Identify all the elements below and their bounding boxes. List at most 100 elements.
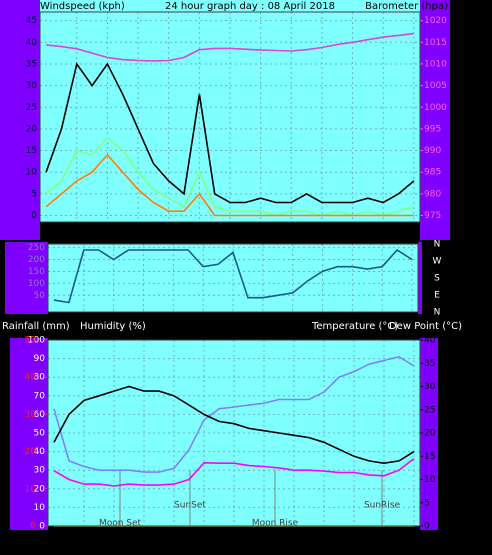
x-tick-label: 01 — [288, 537, 299, 547]
x-tick-label: 11 — [71, 230, 82, 240]
y-tick-label: 0 — [31, 211, 37, 221]
left-strip — [10, 338, 48, 530]
y-tick-label: 20 — [26, 124, 38, 134]
series-line — [45, 62, 415, 204]
x-tick-label: 09 — [408, 537, 420, 547]
y3-tick-label: 0 — [30, 522, 36, 532]
y-tick-label: 30 — [34, 466, 46, 476]
annotation: Moon Rise — [252, 519, 299, 529]
annotation: SunSet — [174, 501, 206, 511]
direction-label: N — [434, 240, 441, 250]
y-tick-label: 5 — [31, 189, 37, 199]
y3-tick-label: 20 — [25, 447, 37, 457]
x-tick-label: 03 — [318, 537, 329, 547]
y2-tick-label: 985 — [424, 168, 441, 178]
y-tick-label: 250 — [28, 243, 45, 253]
y-tick-label: 90 — [34, 354, 46, 364]
y2-tick-label: 1020 — [424, 16, 447, 26]
y3-tick-label: 10 — [25, 484, 37, 494]
plot-border — [39, 11, 421, 223]
x-tick-label: 23 — [255, 230, 266, 240]
y-tick-label: 40 — [34, 447, 46, 457]
x-tick-label: 03 — [316, 230, 327, 240]
y2-tick-label: 25 — [424, 405, 435, 415]
y2-tick-label: 1015 — [424, 38, 447, 48]
series-line — [45, 153, 414, 217]
annotation: SunRise — [364, 501, 401, 511]
y2-tick-label: 20 — [424, 429, 436, 439]
x-tick-label: 19 — [198, 537, 210, 547]
y-axis-label: Windspeed (kph) — [40, 1, 125, 12]
y-tick-label: 50 — [34, 291, 46, 301]
annotation: Moon Set — [99, 519, 142, 529]
y-tick-label: 70 — [34, 391, 46, 401]
chart-title: 24 hour graph day : 08 April 2018 — [165, 1, 335, 12]
y-tick-label: 45 — [26, 16, 37, 26]
direction-label: W — [433, 257, 442, 267]
y2-tick-label: 10 — [424, 475, 436, 485]
y-tick-label: 15 — [26, 146, 37, 156]
x-tick-label: 09 — [408, 230, 420, 240]
direction-label: S — [434, 274, 440, 284]
right-strip — [418, 242, 422, 314]
y2-tick-label: 1005 — [424, 81, 447, 91]
y2-tick-label: 35 — [424, 359, 435, 369]
x-tick-label: 13 — [102, 230, 113, 240]
plot-border — [47, 339, 421, 527]
direction-label: N — [434, 308, 441, 318]
y3-tick-label: 30 — [25, 410, 37, 420]
y2-tick-label: 30 — [424, 382, 436, 392]
x-tick-label: 15 — [138, 537, 149, 547]
header-band — [40, 0, 420, 12]
x-tick-label: 07 — [378, 537, 389, 547]
y-tick-label: 100 — [28, 336, 45, 346]
x-tick-label: 11 — [78, 537, 89, 547]
y2-tick-label: 980 — [424, 189, 441, 199]
x-tick-label: 21 — [224, 230, 235, 240]
y2-axis-label: Temperature (°C) — [311, 321, 398, 332]
series-line — [53, 385, 415, 465]
x-tick-label: 01 — [286, 230, 297, 240]
x-tick-label: 21 — [228, 537, 239, 547]
right-strip — [420, 338, 438, 530]
x-tick-label: 13 — [108, 537, 119, 547]
x-tick-label: 15 — [132, 230, 143, 240]
direction-label: E — [434, 291, 440, 301]
y-tick-label: 10 — [26, 168, 38, 178]
y3-tick-label: 50 — [25, 336, 37, 346]
y2-tick-label: 15 — [424, 452, 435, 462]
y-tick-label: 20 — [34, 484, 46, 494]
left-strip — [5, 242, 48, 314]
y-tick-label: 0 — [39, 522, 45, 532]
y-tick-label: 150 — [28, 267, 45, 277]
series-line — [53, 457, 415, 487]
y2-tick-label: 995 — [424, 124, 441, 134]
x-tick-label: 23 — [258, 537, 269, 547]
y-tick-label: 200 — [28, 255, 45, 265]
plot-border — [47, 243, 419, 313]
y2-tick-label: 5 — [424, 498, 430, 508]
y-tick-label: 50 — [34, 429, 46, 439]
x-tick-label: 17 — [163, 230, 174, 240]
y-tick-label: 30 — [26, 81, 38, 91]
y-tick-label: 35 — [26, 59, 37, 69]
right-strip — [420, 0, 450, 240]
y2-tick-label: 975 — [424, 211, 441, 221]
y-tick-label: 100 — [28, 279, 45, 289]
x-tick-label: 19 — [194, 230, 206, 240]
x-tick-label: 07 — [377, 230, 388, 240]
y2-axis-label: Barometer (hpa) — [365, 1, 448, 12]
y2-tick-label: 1010 — [424, 59, 447, 69]
series-line — [53, 248, 413, 304]
y-axis-label: Humidity (%) — [80, 321, 146, 332]
y-tick-label: 10 — [34, 503, 46, 513]
y-tick-label: 25 — [26, 103, 37, 113]
y2-tick-label: 40 — [424, 336, 436, 346]
y3-tick-label: 40 — [25, 373, 37, 383]
series-line — [46, 32, 414, 62]
y2-axis-label: Dew Point (°C) — [389, 321, 462, 332]
y-tick-label: 60 — [34, 410, 46, 420]
y2-tick-label: 0 — [424, 522, 430, 532]
